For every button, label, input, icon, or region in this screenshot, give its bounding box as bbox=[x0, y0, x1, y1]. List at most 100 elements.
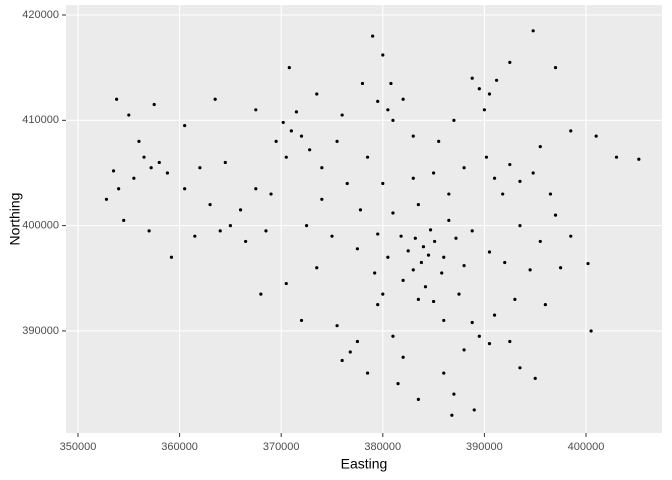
y-tick-label: 410000 bbox=[22, 114, 59, 126]
point bbox=[218, 229, 222, 233]
point bbox=[482, 108, 486, 112]
point bbox=[528, 268, 532, 272]
point bbox=[254, 187, 258, 191]
point bbox=[538, 145, 542, 149]
point bbox=[406, 249, 410, 253]
point bbox=[259, 292, 263, 296]
point bbox=[127, 113, 131, 117]
x-tick-label: 380000 bbox=[364, 441, 401, 453]
point bbox=[117, 187, 121, 191]
point bbox=[399, 234, 403, 238]
point bbox=[462, 348, 466, 352]
point bbox=[111, 169, 116, 173]
point bbox=[299, 318, 304, 323]
point bbox=[454, 236, 458, 240]
point bbox=[543, 303, 547, 307]
point bbox=[553, 213, 558, 217]
point bbox=[213, 97, 217, 101]
point bbox=[381, 53, 385, 57]
x-tick-label: 350000 bbox=[60, 441, 97, 453]
point bbox=[487, 250, 492, 254]
point bbox=[569, 129, 573, 133]
point bbox=[391, 334, 395, 338]
point bbox=[401, 355, 405, 359]
point bbox=[391, 118, 395, 122]
point bbox=[470, 320, 474, 325]
x-axis-title: Easting bbox=[341, 456, 388, 472]
point bbox=[223, 160, 227, 165]
point bbox=[264, 229, 268, 233]
point bbox=[132, 176, 136, 180]
point bbox=[376, 99, 380, 103]
point bbox=[376, 303, 380, 307]
point bbox=[396, 382, 400, 386]
point bbox=[193, 234, 197, 238]
point bbox=[447, 218, 451, 222]
point bbox=[358, 208, 363, 212]
point bbox=[538, 239, 542, 244]
point bbox=[421, 245, 426, 249]
point bbox=[373, 271, 377, 275]
point bbox=[437, 139, 441, 143]
point bbox=[413, 236, 417, 240]
point bbox=[238, 208, 243, 212]
point bbox=[518, 366, 522, 370]
point bbox=[122, 218, 126, 222]
point bbox=[335, 324, 339, 328]
point bbox=[320, 197, 324, 201]
point bbox=[533, 376, 537, 380]
point bbox=[355, 339, 359, 344]
point bbox=[426, 253, 431, 257]
point bbox=[589, 329, 593, 333]
point bbox=[472, 408, 476, 412]
point bbox=[423, 285, 428, 289]
point bbox=[501, 192, 505, 196]
point bbox=[401, 97, 405, 101]
point bbox=[391, 211, 395, 215]
point bbox=[335, 139, 339, 143]
point bbox=[386, 108, 390, 112]
point bbox=[594, 134, 598, 138]
point bbox=[411, 176, 415, 180]
point bbox=[381, 292, 385, 296]
point bbox=[371, 34, 375, 38]
point bbox=[365, 371, 370, 375]
point bbox=[345, 181, 349, 186]
point bbox=[386, 255, 390, 259]
point bbox=[340, 358, 344, 363]
point bbox=[518, 224, 522, 228]
point bbox=[470, 229, 474, 233]
point bbox=[569, 234, 573, 238]
point bbox=[513, 297, 517, 301]
point bbox=[586, 261, 590, 266]
point bbox=[269, 192, 273, 196]
panel bbox=[66, 5, 662, 433]
point bbox=[531, 171, 535, 175]
point bbox=[494, 78, 499, 82]
point bbox=[411, 134, 415, 138]
point bbox=[553, 66, 558, 70]
point bbox=[304, 224, 309, 228]
point bbox=[431, 171, 436, 175]
point bbox=[442, 318, 446, 323]
point bbox=[157, 160, 161, 165]
point bbox=[462, 166, 466, 170]
point bbox=[389, 81, 393, 86]
point bbox=[308, 148, 312, 152]
point bbox=[442, 255, 446, 259]
point bbox=[447, 192, 451, 196]
point bbox=[104, 197, 109, 201]
point bbox=[503, 260, 507, 265]
point bbox=[228, 224, 232, 228]
point bbox=[508, 60, 512, 64]
point bbox=[183, 123, 187, 128]
point bbox=[411, 268, 415, 272]
point bbox=[365, 155, 370, 159]
point bbox=[142, 155, 146, 159]
point bbox=[457, 292, 461, 296]
point bbox=[299, 134, 304, 138]
point bbox=[340, 113, 344, 117]
point bbox=[433, 239, 437, 244]
point bbox=[254, 108, 258, 112]
